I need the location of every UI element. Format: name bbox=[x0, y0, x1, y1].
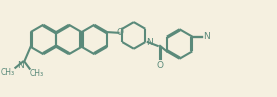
Text: CH₃: CH₃ bbox=[0, 68, 14, 77]
Text: N: N bbox=[146, 38, 153, 47]
Text: N: N bbox=[203, 32, 209, 41]
Text: O: O bbox=[116, 28, 123, 37]
Text: CH₃: CH₃ bbox=[30, 69, 44, 78]
Text: O: O bbox=[156, 61, 163, 70]
Text: N: N bbox=[17, 61, 24, 70]
